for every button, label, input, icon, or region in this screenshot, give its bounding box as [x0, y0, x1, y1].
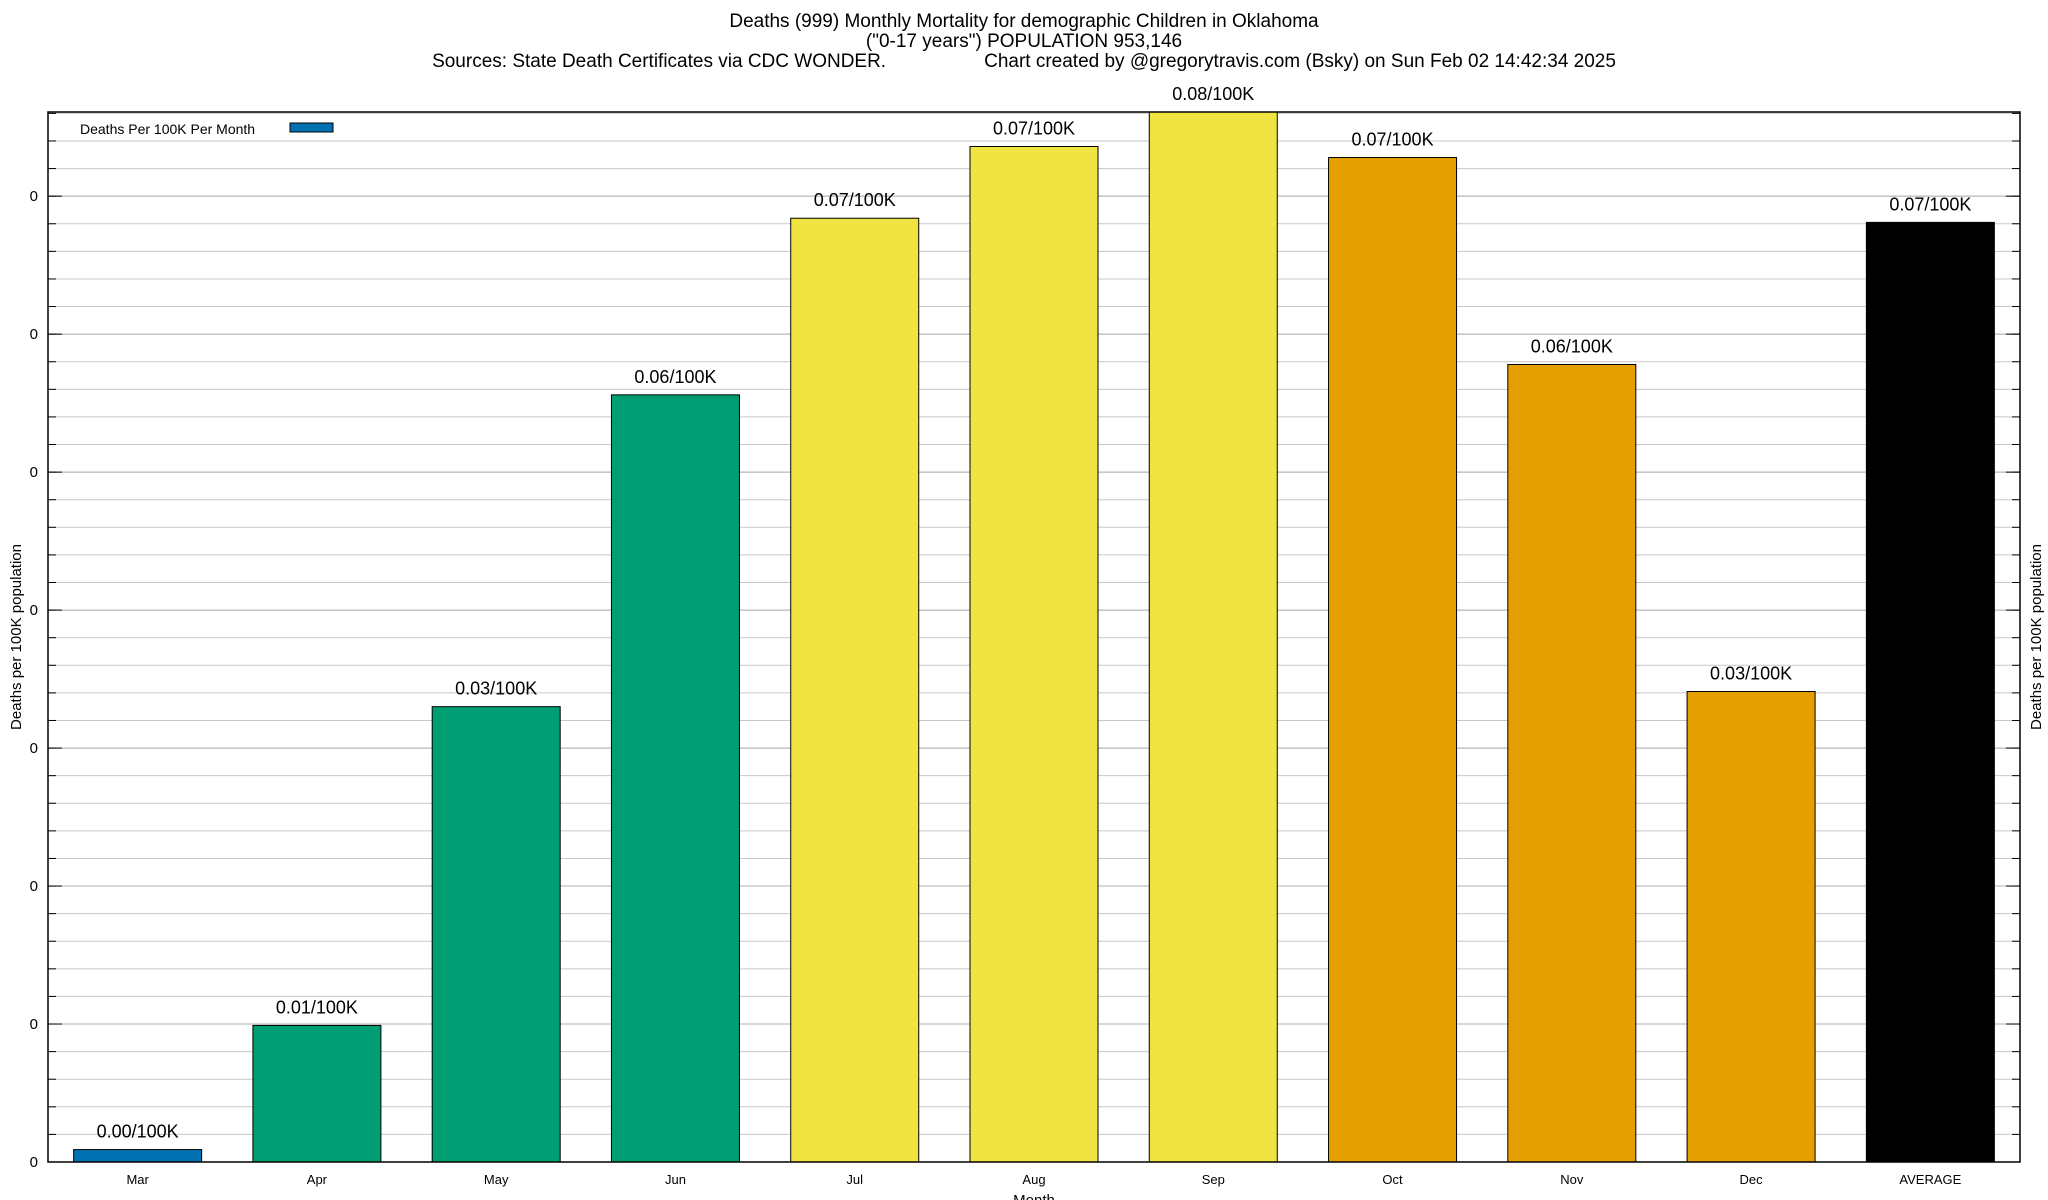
- bar-average: [1865, 221, 1995, 1163]
- bar-mar: [73, 1149, 203, 1163]
- legend-label: Deaths Per 100K Per Month: [80, 121, 255, 137]
- bar-value-label: 0.07/100K: [1352, 130, 1434, 150]
- x-tick-label: Apr: [307, 1172, 328, 1187]
- x-tick-label: Nov: [1560, 1172, 1584, 1187]
- y-tick-label: 0: [30, 740, 38, 757]
- chart-title: Deaths (999) Monthly Mortality for demog…: [729, 11, 1319, 32]
- x-axis-label: Month: [1013, 1192, 1055, 1200]
- y-tick-label: 0: [30, 1154, 38, 1171]
- bar-value-label: 0.08/100K: [1172, 84, 1254, 104]
- y-tick-label: 0: [30, 878, 38, 895]
- bar-jun: [610, 394, 740, 1163]
- bar-value-label: 0.00/100K: [97, 1122, 179, 1142]
- y-tick-label: 0: [30, 188, 38, 205]
- chart-credit: Chart created by @gregorytravis.com (Bsk…: [984, 51, 1616, 72]
- bar-value-label: 0.06/100K: [634, 367, 716, 387]
- bar-value-label: 0.06/100K: [1531, 336, 1613, 356]
- x-tick-label: Jul: [846, 1172, 863, 1187]
- legend: Deaths Per 100K Per Month: [80, 121, 334, 137]
- y-tick-label: 0: [30, 326, 38, 343]
- bar-dec: [1686, 691, 1816, 1163]
- x-tick-label: May: [484, 1172, 509, 1187]
- labels: 0 0 0 0 0 0 0 0 0.00/100K Mar 0.01/100K Apr 0.03/100…: [30, 84, 1972, 1187]
- bar-oct: [1328, 157, 1458, 1163]
- bar-aug: [969, 145, 1099, 1163]
- x-tick-label: Dec: [1740, 1172, 1764, 1187]
- bar-value-label: 0.03/100K: [1710, 664, 1792, 684]
- x-tick-label: Jun: [665, 1172, 686, 1187]
- plot-frame: [47, 111, 2021, 1163]
- bar-value-label: 0.03/100K: [455, 679, 537, 699]
- x-tick-label: AVERAGE: [1899, 1172, 1961, 1187]
- bars: [73, 111, 1995, 1163]
- y-tick-label: 0: [30, 1016, 38, 1033]
- bar-value-label: 0.07/100K: [814, 190, 896, 210]
- legend-swatch: [289, 122, 334, 133]
- bar-value-label: 0.07/100K: [993, 118, 1075, 138]
- axis-ticks: [48, 112, 2020, 1163]
- chart-source-credit-line: Sources: State Death Certificates via CD…: [0, 52, 2048, 72]
- x-tick-label: Sep: [1202, 1172, 1225, 1187]
- bar-sep: [1148, 111, 1278, 1163]
- bar-may: [431, 706, 561, 1163]
- bar-nov: [1507, 363, 1637, 1163]
- bar-jul: [790, 217, 920, 1163]
- x-tick-label: Oct: [1382, 1172, 1403, 1187]
- chart-subtitle: ("0-17 years") POPULATION 953,146: [865, 31, 1183, 52]
- y-axis-label: Deaths per 100K population: [8, 544, 25, 730]
- bar-value-label: 0.07/100K: [1889, 194, 1971, 214]
- chart-title-block: Deaths (999) Monthly Mortality for demog…: [0, 12, 2048, 72]
- bar-value-label: 0.01/100K: [276, 997, 358, 1017]
- x-tick-label: Mar: [126, 1172, 149, 1187]
- y-tick-label: 0: [30, 464, 38, 481]
- chart-sources: Sources: State Death Certificates via CD…: [432, 51, 887, 72]
- y-tick-label: 0: [30, 602, 38, 619]
- bar-apr: [252, 1024, 382, 1163]
- x-tick-label: Aug: [1022, 1172, 1045, 1187]
- y2-axis-label: Deaths per 100K population: [2028, 544, 2045, 730]
